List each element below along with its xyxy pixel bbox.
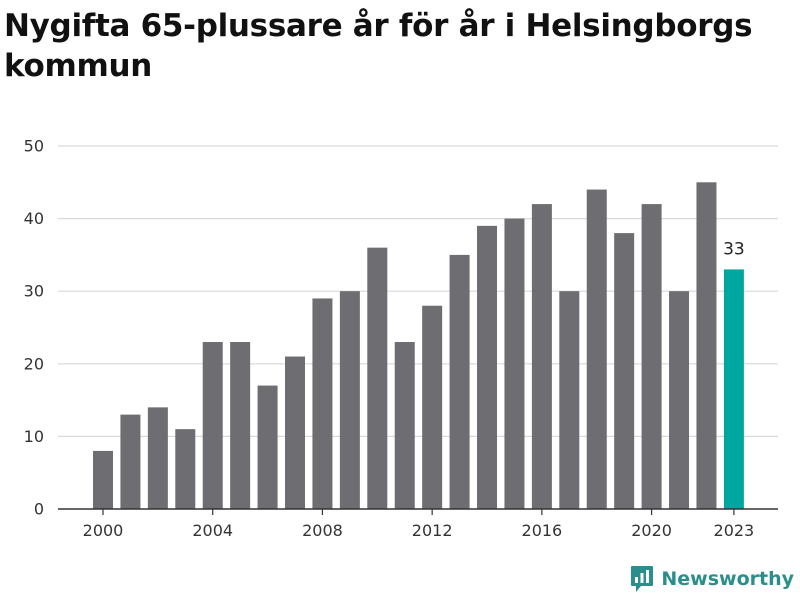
- bar-2016: [531, 204, 552, 509]
- y-axis-ticks: 0 10 20 30 40 50: [24, 137, 44, 519]
- y-tick-label: 10: [24, 427, 44, 446]
- bar-2018: [586, 189, 607, 509]
- data-label-2023: 33: [723, 239, 745, 259]
- y-tick-label: 0: [34, 500, 44, 519]
- bar-2022: [696, 182, 717, 510]
- bar-2004: [202, 342, 223, 509]
- y-tick-label: 50: [24, 137, 44, 156]
- x-tick-label: 2016: [522, 521, 563, 540]
- chart-title: Nygifta 65-plussare år för år i Helsingb…: [4, 8, 753, 84]
- brand-logo: Newsworthy: [630, 564, 794, 594]
- newsworthy-logo-icon: [631, 566, 654, 592]
- brand-name: Newsworthy: [661, 568, 794, 590]
- bar-2011: [394, 342, 415, 509]
- bar-2001: [120, 414, 141, 509]
- bar-2013: [449, 254, 470, 509]
- bar-2009: [339, 291, 360, 509]
- x-tick-label: 2020: [631, 521, 672, 540]
- x-tick-label: 2004: [192, 521, 233, 540]
- bar-2007: [285, 356, 306, 509]
- bar-2005: [230, 342, 251, 509]
- x-axis: 2000 2004 2008 2012 2016 2020 2023: [58, 508, 778, 540]
- bar-2000: [93, 450, 113, 509]
- bar-2019: [614, 233, 635, 509]
- x-tick-label: 2023: [714, 521, 755, 540]
- x-tick-label: 2000: [83, 521, 124, 540]
- data-labels: 33: [723, 239, 745, 259]
- bar-2015: [504, 218, 525, 509]
- bar-2003: [175, 429, 196, 509]
- x-tick-label: 2008: [302, 521, 343, 540]
- bar-2020: [641, 204, 662, 509]
- y-tick-label: 40: [24, 209, 44, 228]
- bar-2021: [669, 291, 690, 509]
- x-tick-label: 2012: [412, 521, 453, 540]
- bar-2017: [559, 291, 580, 509]
- bar-2010: [367, 247, 388, 509]
- bar-2006: [257, 385, 278, 509]
- bar-2008: [312, 298, 333, 509]
- bars: [93, 182, 744, 510]
- bar-highlight-2023: [723, 269, 744, 509]
- bar-2002: [147, 407, 168, 509]
- y-tick-label: 20: [24, 354, 44, 373]
- y-tick-label: 30: [24, 282, 44, 301]
- bar-2012: [422, 305, 443, 509]
- bar-2014: [477, 225, 498, 510]
